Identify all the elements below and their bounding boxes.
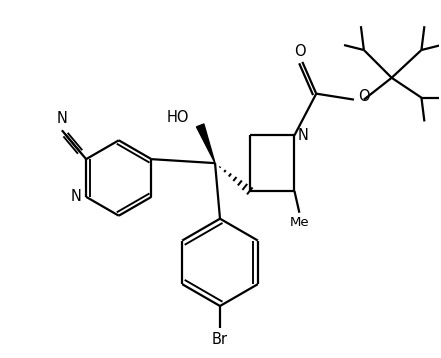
Text: Br: Br [212, 332, 228, 347]
Text: N: N [71, 189, 82, 204]
Text: Me: Me [290, 216, 309, 229]
Text: N: N [298, 128, 309, 143]
Text: O: O [295, 44, 306, 58]
Text: HO: HO [167, 110, 190, 125]
Polygon shape [197, 124, 215, 163]
Text: N: N [56, 111, 67, 126]
Text: O: O [358, 89, 370, 104]
